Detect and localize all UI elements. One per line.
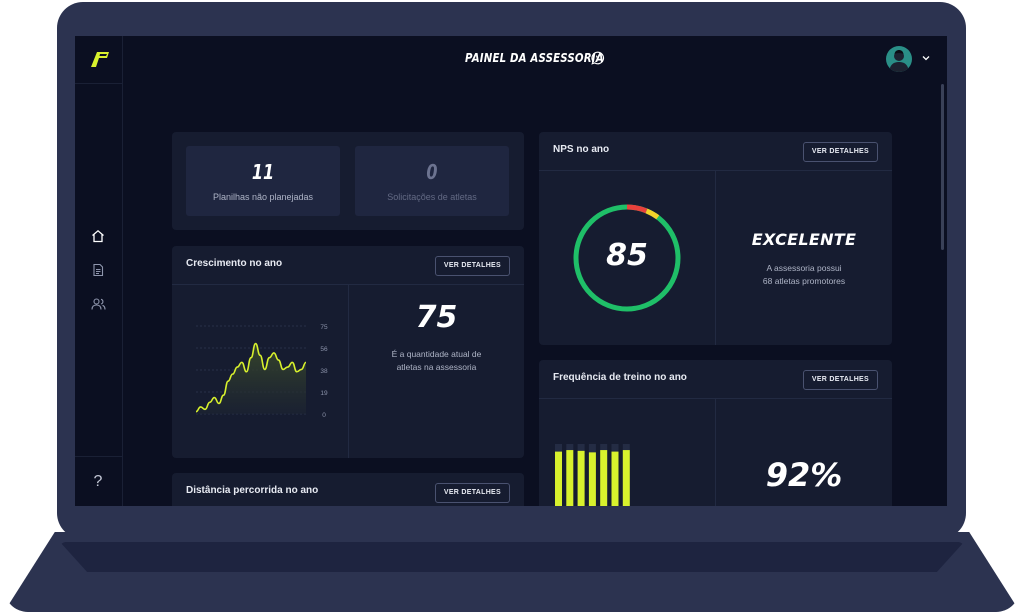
home-icon (92, 229, 104, 243)
column-divider (715, 398, 716, 506)
card-header: NPS no ano VER DETALHES (539, 132, 892, 171)
nps-card: NPS no ano VER DETALHES 85 EXCELENTE A a… (539, 132, 892, 345)
y-tick-label: 0 (322, 412, 326, 419)
sidebar-divider (75, 83, 122, 84)
scrollbar[interactable] (941, 84, 944, 250)
nps-description: A assessoria possui 68 atletas promotore… (716, 262, 892, 288)
card-title: Frequência de treino no ano (553, 372, 687, 383)
description-line: atletas na assessoria (396, 362, 477, 372)
sidebar-item-users[interactable] (89, 295, 107, 313)
card-header: Distância percorrida no ano VER DETALHES (172, 473, 524, 506)
nps-score: 85 (606, 238, 648, 273)
card-header: Frequência de treino no ano VER DETALHES (539, 360, 892, 399)
y-tick-label: 19 (320, 390, 328, 397)
sidebar: ? (75, 36, 123, 506)
frequency-card: Frequência de treino no ano VER DETALHES… (539, 360, 892, 506)
stat-athlete-requests[interactable]: 0 Solicitações de atletas (355, 146, 509, 216)
description-line: 68 atletas promotores (762, 276, 846, 286)
laptop-base-groove (60, 542, 964, 572)
sidebar-divider (75, 456, 122, 457)
bar (600, 450, 608, 506)
column-divider (715, 170, 716, 345)
frequency-chart (555, 444, 630, 506)
stats-card: 11 Planilhas não planejadas 0 Solicitaçõ… (172, 132, 524, 230)
card-title: Crescimento no ano (186, 258, 283, 269)
view-details-button[interactable]: VER DETALHES (434, 483, 510, 503)
y-tick-label: 38 (320, 368, 328, 375)
distance-card: Distância percorrida no ano VER DETALHES (172, 473, 524, 506)
y-tick-label: 75 (320, 324, 328, 331)
stat-value: 0 (426, 160, 438, 184)
view-details-button[interactable]: VER DETALHES (802, 370, 878, 390)
card-title: Distância percorrida no ano (186, 485, 319, 496)
growth-card: Crescimento no ano VER DETALHES 75 56 38 19… (172, 246, 524, 458)
card-header: Crescimento no ano VER DETALHES (172, 246, 524, 285)
users-icon (90, 298, 106, 310)
page-title: PAINEL DA ASSESSORIA (465, 51, 604, 65)
sidebar-item-documents[interactable] (89, 261, 107, 279)
logo-icon[interactable] (87, 50, 111, 68)
column-divider (348, 284, 349, 458)
nps-rating: EXCELENTE (751, 230, 857, 249)
help-icon[interactable]: ? (93, 473, 103, 490)
growth-description: É a quantidade atual de atletas na asses… (349, 348, 524, 374)
bar (622, 450, 630, 506)
app-screen: ? PAINEL DA ASSESSORIA 11 Planilhas não … (75, 36, 947, 506)
stat-label: Solicitações de atletas (387, 192, 477, 202)
stat-unplanned-sheets[interactable]: 11 Planilhas não planejadas (186, 146, 340, 216)
stat-value: 11 (251, 160, 275, 184)
growth-line (195, 342, 307, 413)
bar (555, 451, 562, 506)
growth-area (196, 343, 306, 414)
sidebar-item-home[interactable] (89, 227, 107, 245)
nps-gauge (573, 204, 681, 312)
bar (566, 450, 574, 506)
frequency-value: 92% (765, 456, 843, 494)
y-tick-label: 56 (320, 346, 328, 353)
document-icon (93, 263, 104, 277)
description-line: A assessoria possui (766, 263, 842, 273)
bar (577, 450, 585, 506)
view-details-button[interactable]: VER DETALHES (802, 142, 878, 162)
view-details-button[interactable]: VER DETALHES (434, 256, 510, 276)
growth-value: 75 (415, 300, 458, 335)
description-line: É a quantidade atual de (391, 349, 482, 359)
bar (588, 452, 596, 506)
top-bar: PAINEL DA ASSESSORIA (122, 36, 947, 83)
growth-chart: 75 56 38 19 0 (195, 324, 328, 419)
avatar[interactable] (886, 46, 912, 72)
card-title: NPS no ano (553, 144, 610, 155)
stat-label: Planilhas não planejadas (212, 192, 314, 202)
whatsapp-icon[interactable] (591, 51, 605, 65)
bar (611, 451, 619, 506)
chevron-down-icon[interactable] (921, 53, 931, 63)
